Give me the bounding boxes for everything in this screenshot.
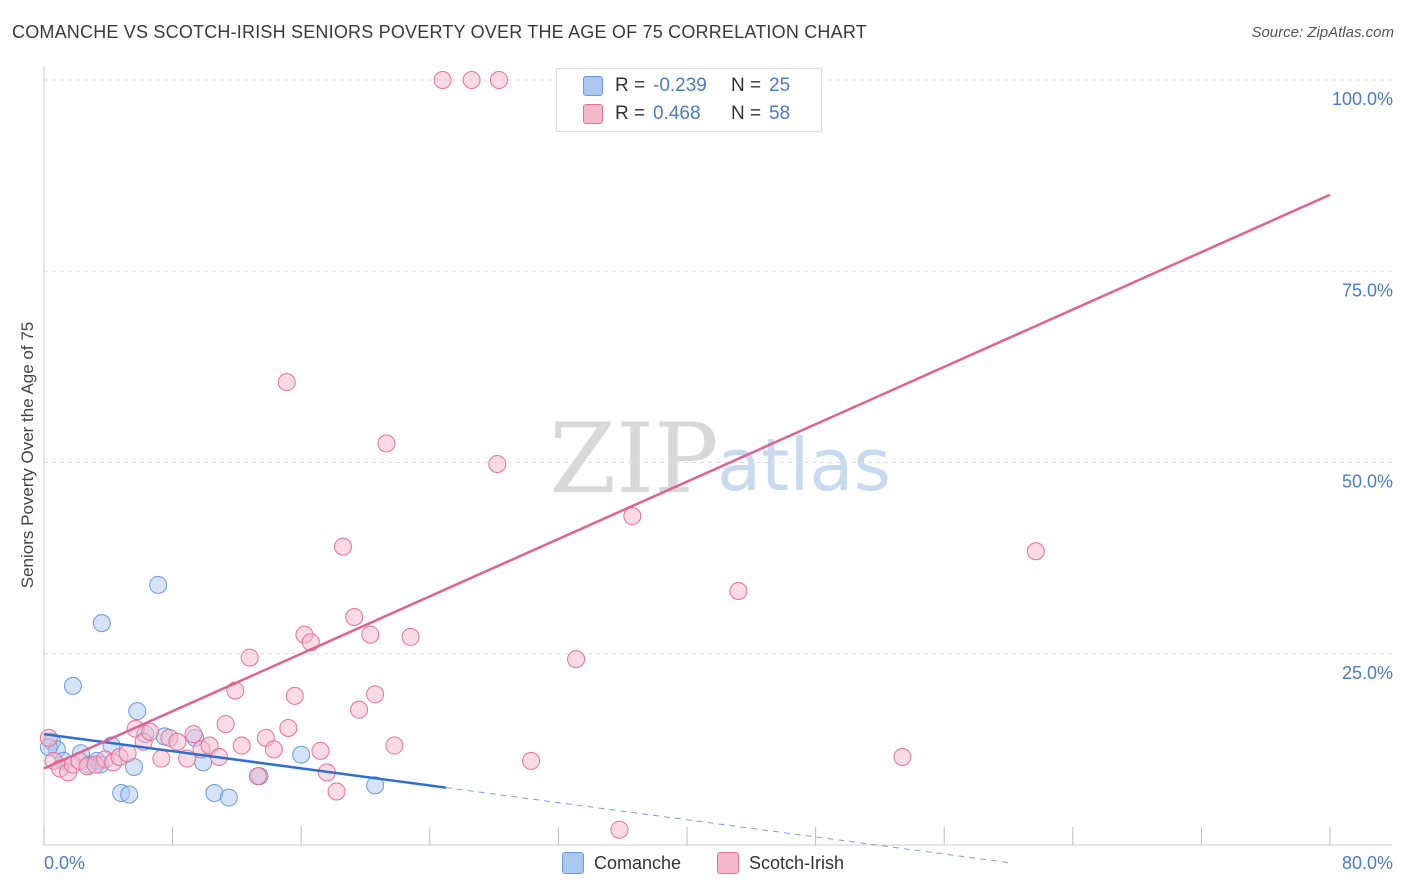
scotch-irish-point	[893, 748, 912, 767]
x-tick-label: 80.0%	[1342, 853, 1393, 873]
scotch-irish-point	[361, 625, 380, 644]
legend-r-label: R =	[615, 103, 646, 124]
scotch-irish-point	[488, 455, 507, 474]
scotch-irish-point	[200, 736, 219, 755]
scotch-irish-point	[240, 648, 259, 667]
y-tick-label: 50.0%	[1342, 472, 1393, 492]
y-tick-label: 25.0%	[1342, 663, 1393, 683]
series-legend: Comanche Scotch-Irish	[0, 852, 1406, 874]
scotch-irish-swatch	[583, 104, 603, 124]
comanche-point	[92, 614, 111, 633]
legend-n-value: 58	[769, 103, 791, 124]
correlation-legend: R = -0.239 N = 25 R = 0.468 N = 58	[556, 68, 822, 132]
scotch-irish-point	[366, 685, 385, 704]
scotch-irish-point	[333, 537, 352, 556]
legend-r-value: 0.468	[653, 103, 701, 124]
y-tick-label: 75.0%	[1342, 280, 1393, 300]
chart-title: COMANCHE VS SCOTCH-IRISH SENIORS POVERTY…	[12, 22, 867, 42]
legend-row-scotch-irish: R = 0.468 N = 58	[583, 101, 790, 127]
comanche-point	[219, 788, 238, 807]
scotch-irish-point	[184, 725, 203, 744]
legend-r-label: R =	[615, 75, 646, 96]
comanche-trend-line	[43, 732, 447, 789]
comanche-point	[366, 776, 385, 795]
chart-source: Source: ZipAtlas.com	[1251, 24, 1394, 41]
scotch-irish-point	[327, 782, 346, 801]
comanche-point	[63, 676, 82, 695]
scotch-irish-point	[248, 767, 267, 786]
y-tick-label: 100.0%	[1332, 89, 1393, 109]
legend-n-value: 25	[769, 75, 791, 96]
scotch-irish-point	[729, 582, 748, 601]
scotch-irish-point	[623, 507, 642, 526]
legend-r-value: -0.239	[653, 75, 707, 96]
watermark-atlas: atlas	[717, 423, 891, 507]
comanche-legend-swatch	[561, 852, 584, 874]
comanche-point	[292, 745, 311, 764]
comanche-point	[149, 575, 168, 594]
scotch-irish-point	[279, 718, 298, 737]
scotch-irish-point	[489, 71, 508, 89]
comanche-point	[128, 702, 147, 721]
scotch-irish-point	[277, 373, 296, 392]
scotch-irish-point	[567, 650, 586, 669]
scotch-irish-point	[433, 71, 452, 89]
scotch-irish-point	[350, 700, 369, 719]
scotch-irish-point	[152, 749, 171, 768]
scotch-irish-trend-line	[43, 193, 1331, 770]
scotch-irish-point	[385, 736, 404, 755]
watermark-zip: ZIP	[549, 403, 718, 515]
legend-n-label: N =	[731, 103, 762, 124]
legend-n-label: N =	[731, 75, 762, 96]
x-tick-label: 0.0%	[44, 853, 85, 873]
scotch-irish-point	[285, 686, 304, 705]
comanche-legend-label: Comanche	[593, 852, 681, 873]
scotch-irish-point	[216, 715, 235, 734]
scotch-irish-point	[264, 740, 283, 759]
comanche-swatch	[583, 76, 603, 96]
scotch-irish-point	[311, 741, 330, 760]
legend-item-comanche: Comanche	[561, 852, 681, 874]
scotch-irish-point	[401, 627, 420, 646]
legend-item-scotch-irish: Scotch-Irish	[717, 852, 844, 874]
scotch-irish-point	[522, 751, 541, 770]
scotch-irish-point	[610, 820, 629, 839]
scotch-irish-point	[168, 732, 187, 751]
scotch-irish-point	[1026, 542, 1045, 561]
scotch-irish-point	[377, 434, 396, 453]
legend-row-comanche: R = -0.239 N = 25	[583, 73, 790, 99]
scotch-irish-legend-swatch	[717, 852, 739, 874]
scotch-irish-legend-label: Scotch-Irish	[749, 852, 845, 873]
scotch-irish-point	[232, 736, 251, 755]
scotch-irish-point	[462, 71, 481, 89]
scotch-irish-point	[345, 608, 364, 627]
scotch-irish-point	[141, 722, 160, 741]
comanche-point	[120, 785, 139, 804]
scotch-irish-point	[39, 728, 58, 747]
